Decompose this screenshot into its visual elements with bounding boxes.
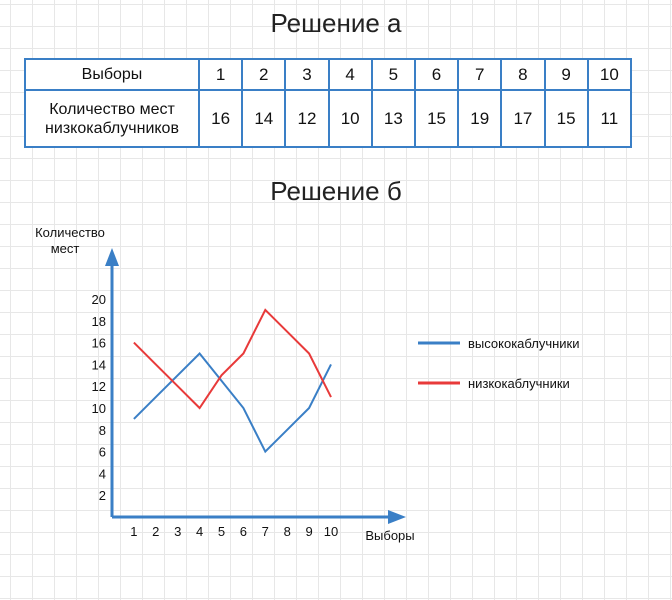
table-cell: 2 <box>241 57 287 92</box>
table-cell: 15 <box>413 89 460 148</box>
y-tick-label: 12 <box>92 379 106 394</box>
table-cell: 8 <box>500 57 546 92</box>
table-header-seats-line1: Количество мест <box>49 100 175 118</box>
y-tick-label: 6 <box>99 445 106 460</box>
legend-label: низкокаблучники <box>468 376 570 391</box>
y-tick-label: 4 <box>99 466 106 481</box>
series-line-high <box>133 352 332 454</box>
table-cell: 14 <box>241 89 287 148</box>
table-cell: 1 <box>197 57 244 92</box>
table-header-elections: Выборы <box>24 57 200 92</box>
table-cell: 10 <box>327 89 373 148</box>
title-solution-a: Решение а <box>270 8 402 38</box>
table-row-seats: Количество мест низкокаблучников 16 14 1… <box>24 89 633 148</box>
x-tick-label: 6 <box>240 524 247 539</box>
x-tick-label: 8 <box>284 524 291 539</box>
x-tick-label: 10 <box>324 524 338 539</box>
table-cell: 7 <box>457 57 503 92</box>
x-axis-arrow <box>388 510 406 524</box>
x-tick-label: 9 <box>305 524 312 539</box>
x-tick-label: 4 <box>196 524 203 539</box>
title-solution-b: Решение б <box>270 176 402 206</box>
table-cell: 12 <box>284 89 330 148</box>
elections-table: Выборы 1 2 3 4 5 6 7 8 9 10 Количество м… <box>24 57 633 148</box>
y-axis-label-line1: Количество <box>35 225 105 240</box>
table-cell: 9 <box>543 57 589 92</box>
table-cell: 15 <box>543 89 589 148</box>
table-header-seats: Количество мест низкокаблучников <box>24 89 200 148</box>
x-tick-label: 5 <box>218 524 225 539</box>
y-axis-arrow <box>105 248 119 266</box>
table-header-seats-line2: низкокаблучников <box>45 119 179 137</box>
x-axis-label: Выборы <box>365 528 414 543</box>
table-cell: 16 <box>197 89 244 148</box>
y-tick-label: 2 <box>99 488 106 503</box>
y-tick-label: 14 <box>92 357 106 372</box>
table-cell: 6 <box>413 57 460 92</box>
y-tick-label: 10 <box>92 401 106 416</box>
chart-series <box>133 308 332 454</box>
legend-label: высококаблучники <box>468 336 580 351</box>
table-cell: 17 <box>500 89 546 148</box>
y-axis-label-line2: мест <box>51 241 80 256</box>
table-cell: 10 <box>586 57 633 92</box>
y-tick-label: 18 <box>92 314 106 329</box>
table-cell: 19 <box>457 89 503 148</box>
table-cell: 3 <box>284 57 330 92</box>
table-cell: 13 <box>370 89 416 148</box>
x-tick-label: 3 <box>174 524 181 539</box>
chart-legend: высококаблучники низкокаблучники <box>418 336 580 391</box>
y-tick-label: 20 <box>92 292 106 307</box>
series-line-low <box>133 308 332 410</box>
x-tick-label: 1 <box>130 524 137 539</box>
y-tick-label: 16 <box>92 336 106 351</box>
table-cell: 11 <box>586 89 633 148</box>
table-row-elections: Выборы 1 2 3 4 5 6 7 8 9 10 <box>24 57 633 92</box>
y-tick-label: 8 <box>99 423 106 438</box>
chart-axes <box>105 248 406 524</box>
table-cell: 5 <box>370 57 416 92</box>
table-cell: 4 <box>327 57 373 92</box>
x-tick-label: 2 <box>152 524 159 539</box>
x-tick-label: 7 <box>262 524 269 539</box>
